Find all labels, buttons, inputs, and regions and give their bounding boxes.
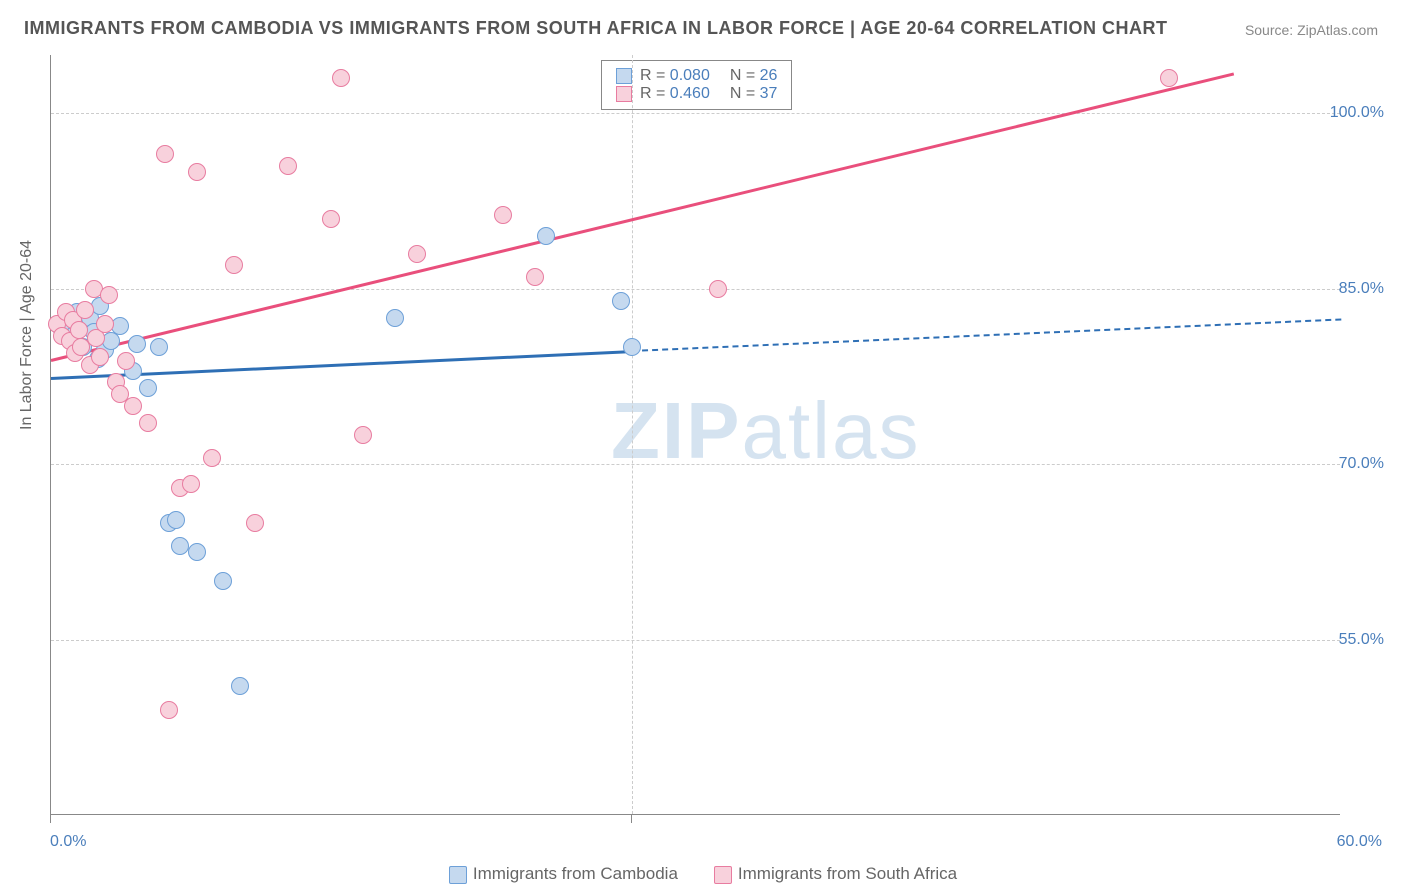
gridline-vertical [632,55,633,814]
data-point-cambodia [214,572,232,590]
data-point-southafrica [139,414,157,432]
source-attribution: Source: ZipAtlas.com [1245,22,1378,38]
legend: Immigrants from Cambodia Immigrants from … [0,864,1406,884]
x-tick-label: 60.0% [1337,833,1382,851]
legend-swatch [714,866,732,884]
data-point-southafrica [124,397,142,415]
data-point-southafrica [526,268,544,286]
y-tick-label: 100.0% [1330,104,1384,122]
data-point-southafrica [96,315,114,333]
correlation-stats-box: R = 0.080 N = 26 R = 0.460 N = 37 [601,60,792,110]
legend-item-cambodia: Immigrants from Cambodia [449,864,678,883]
data-point-cambodia [623,338,641,356]
data-point-southafrica [70,321,88,339]
data-point-southafrica [225,256,243,274]
data-point-cambodia [128,335,146,353]
stats-r-value: 0.460 [670,85,710,102]
y-tick-label: 85.0% [1339,280,1384,298]
y-tick-label: 55.0% [1339,631,1384,649]
gridline-horizontal [51,464,1340,465]
y-tick-label: 70.0% [1339,455,1384,473]
data-point-southafrica [709,280,727,298]
stats-swatch [616,68,632,84]
data-point-southafrica [182,475,200,493]
data-point-southafrica [100,286,118,304]
stats-n-value: 26 [760,67,778,84]
gridline-horizontal [51,113,1340,114]
legend-label: Immigrants from South Africa [738,864,957,883]
data-point-cambodia [171,537,189,555]
watermark-light: atlas [741,386,920,475]
stats-r-label: R = [640,67,670,84]
data-point-southafrica [91,348,109,366]
legend-item-southafrica: Immigrants from South Africa [714,864,957,883]
trend-line-southafrica [51,73,1234,362]
legend-label: Immigrants from Cambodia [473,864,678,883]
data-point-cambodia [612,292,630,310]
data-point-cambodia [139,379,157,397]
data-point-southafrica [1160,69,1178,87]
data-point-cambodia [111,317,129,335]
data-point-southafrica [117,352,135,370]
data-point-southafrica [203,449,221,467]
data-point-southafrica [494,206,512,224]
watermark: ZIPatlas [611,385,920,477]
stats-row-southafrica: R = 0.460 N = 37 [616,85,777,103]
data-point-southafrica [156,145,174,163]
x-tick-mark [50,815,51,823]
source-label: Source: [1245,22,1293,38]
scatter-plot-area: ZIPatlas R = 0.080 N = 26 R = 0.460 N = 37 [50,55,1340,815]
gridline-horizontal [51,640,1340,641]
data-point-southafrica [408,245,426,263]
data-point-cambodia [188,543,206,561]
gridline-horizontal [51,289,1340,290]
x-tick-label: 0.0% [50,833,86,851]
data-point-southafrica [246,514,264,532]
stats-n-label: N = [730,85,760,102]
stats-swatch [616,86,632,102]
stats-n-value: 37 [760,85,778,102]
data-point-southafrica [188,163,206,181]
chart-title: IMMIGRANTS FROM CAMBODIA VS IMMIGRANTS F… [24,18,1168,39]
trend-line-extrapolated-cambodia [631,318,1341,352]
source-link[interactable]: ZipAtlas.com [1297,22,1378,38]
legend-swatch [449,866,467,884]
stats-r-label: R = [640,85,670,102]
data-point-southafrica [76,301,94,319]
data-point-southafrica [279,157,297,175]
data-point-cambodia [231,677,249,695]
data-point-southafrica [160,701,178,719]
data-point-cambodia [167,511,185,529]
data-point-southafrica [322,210,340,228]
data-point-cambodia [150,338,168,356]
stats-r-value: 0.080 [670,67,710,84]
data-point-cambodia [386,309,404,327]
data-point-southafrica [354,426,372,444]
data-point-southafrica [332,69,350,87]
x-tick-mark [631,815,632,823]
stats-row-cambodia: R = 0.080 N = 26 [616,67,777,85]
y-axis-title: In Labor Force | Age 20-64 [18,240,36,430]
data-point-cambodia [537,227,555,245]
stats-n-label: N = [730,67,760,84]
